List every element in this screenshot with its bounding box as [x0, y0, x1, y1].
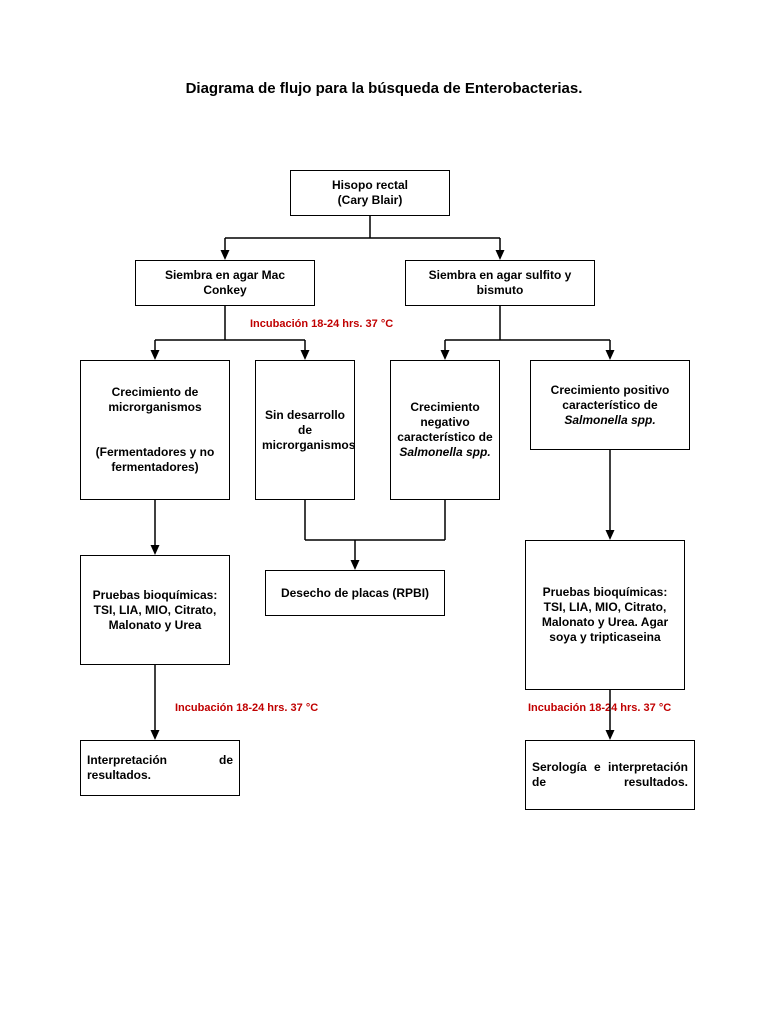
node-serologia-text: Serología e interpretación de resultados…	[532, 760, 688, 790]
node-crecimiento-neg-plain: Crecimiento negativo característico de	[397, 400, 492, 444]
node-pruebas-left-text: Pruebas bioquímicas: TSI, LIA, MIO, Citr…	[87, 588, 223, 633]
node-interpretacion-text: Interpretación de resultados.	[87, 753, 233, 783]
node-crecimiento-pos-text: Crecimiento positivo característico de S…	[537, 383, 683, 428]
node-crecimiento-micro-text: Crecimiento de microrganismos(Fermentado…	[87, 385, 223, 475]
node-hisopo-l1: Hisopo rectal	[332, 178, 408, 192]
node-interpretacion: Interpretación de resultados.	[80, 740, 240, 796]
node-crecimiento-micro: Crecimiento de microrganismos(Fermentado…	[80, 360, 230, 500]
annotation-incubacion-2: Incubación 18-24 hrs. 37 °C	[175, 702, 318, 714]
node-sulfito: Siembra en agar sulfito y bismuto	[405, 260, 595, 306]
node-sulfito-text: Siembra en agar sulfito y bismuto	[412, 268, 588, 298]
node-serologia: Serología e interpretación de resultados…	[525, 740, 695, 810]
annotation-incubacion-3: Incubación 18-24 hrs. 37 °C	[528, 702, 671, 714]
node-desecho: Desecho de placas (RPBI)	[265, 570, 445, 616]
node-pruebas-left: Pruebas bioquímicas: TSI, LIA, MIO, Citr…	[80, 555, 230, 665]
node-desecho-text: Desecho de placas (RPBI)	[272, 586, 438, 601]
node-crecimiento-pos-plain: Crecimiento positivo característico de	[551, 383, 670, 412]
node-hisopo-l2: (Cary Blair)	[338, 193, 403, 207]
node-crecimiento-neg-text: Crecimiento negativo característico de S…	[397, 400, 493, 460]
node-pruebas-right: Pruebas bioquímicas: TSI, LIA, MIO, Citr…	[525, 540, 685, 690]
flow-connectors	[0, 0, 768, 1024]
node-macconkey: Siembra en agar Mac Conkey	[135, 260, 315, 306]
annotation-incubacion-1: Incubación 18-24 hrs. 37 °C	[250, 318, 393, 330]
node-crecimiento-pos: Crecimiento positivo característico de S…	[530, 360, 690, 450]
node-pruebas-right-text: Pruebas bioquímicas: TSI, LIA, MIO, Citr…	[532, 585, 678, 645]
page-title: Diagrama de flujo para la búsqueda de En…	[0, 80, 768, 97]
node-hisopo: Hisopo rectal (Cary Blair)	[290, 170, 450, 216]
flowchart-page: Diagrama de flujo para la búsqueda de En…	[0, 0, 768, 1024]
node-crecimiento-neg-italic: Salmonella spp.	[399, 445, 490, 459]
node-crecimiento-pos-italic: Salmonella spp.	[564, 413, 655, 427]
node-sin-desarrollo: Sin desarrollo de microrganismos	[255, 360, 355, 500]
node-macconkey-text: Siembra en agar Mac Conkey	[142, 268, 308, 298]
node-crecimiento-neg: Crecimiento negativo característico de S…	[390, 360, 500, 500]
node-sin-desarrollo-text: Sin desarrollo de microrganismos	[262, 408, 348, 453]
